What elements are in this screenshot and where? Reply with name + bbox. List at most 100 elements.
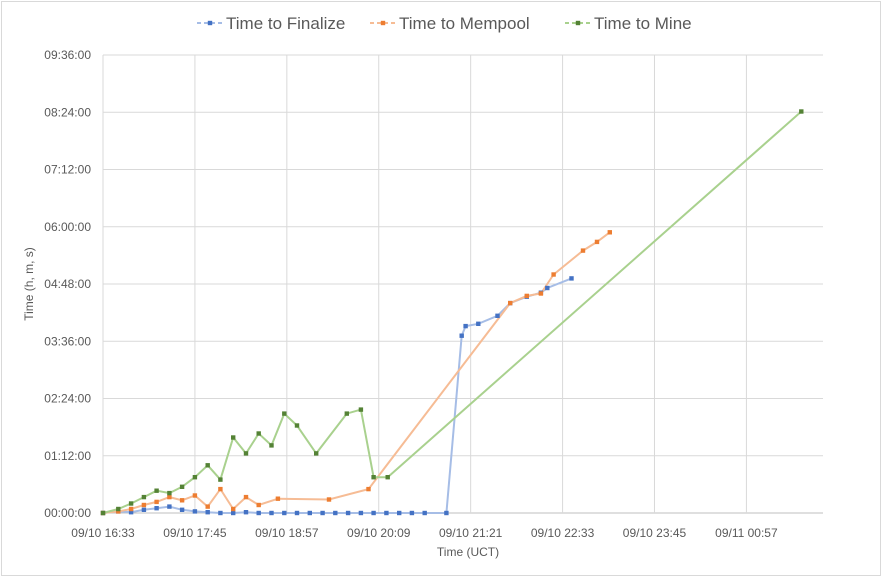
data-point — [256, 510, 261, 516]
data-point — [179, 507, 185, 512]
data-point — [256, 502, 261, 508]
series-line-1 — [102, 231, 611, 514]
data-point — [444, 510, 449, 516]
data-point — [231, 435, 236, 440]
data-point — [205, 510, 210, 515]
data-point — [594, 239, 600, 245]
y-tick-label: 01:12:00 — [44, 449, 91, 463]
data-point — [545, 285, 550, 291]
data-point — [231, 506, 236, 512]
data-point — [384, 510, 389, 516]
data-point — [282, 510, 287, 516]
legend: Time to Finalize Time to Mempool Time to M… — [197, 14, 692, 33]
data-point — [385, 475, 390, 480]
data-point — [218, 486, 223, 492]
y-tick-label: 09:36:00 — [44, 48, 91, 62]
legend-marker — [380, 20, 386, 26]
data-point — [607, 230, 612, 235]
data-point — [333, 510, 338, 516]
data-point — [218, 477, 223, 482]
data-point — [524, 293, 529, 299]
data-point — [314, 451, 319, 456]
data-point — [476, 321, 481, 326]
y-tick-label: 06:00:00 — [44, 220, 91, 234]
data-point — [205, 504, 210, 509]
legend-label: Time to Mempool — [399, 14, 530, 33]
data-point — [128, 501, 134, 506]
data-point — [397, 510, 402, 516]
x-tick-label: 09/10 16:33 — [71, 526, 135, 540]
data-point — [358, 510, 364, 516]
data-point — [141, 494, 147, 500]
data-point — [409, 510, 415, 516]
data-point — [275, 496, 281, 501]
data-point — [154, 499, 159, 505]
data-point — [358, 407, 364, 412]
data-point — [141, 507, 147, 512]
data-point — [326, 497, 332, 502]
series-lines — [102, 110, 802, 514]
y-tick-label: 03:36:00 — [44, 334, 91, 348]
x-tick-label: 09/10 22:33 — [531, 526, 595, 540]
data-point — [269, 443, 274, 448]
data-point — [307, 510, 312, 516]
data-point — [179, 484, 185, 489]
data-point — [205, 463, 210, 468]
x-tick-label: 09/10 17:45 — [163, 526, 227, 540]
data-point — [154, 506, 159, 511]
x-tick-label: 09/10 21:21 — [439, 526, 503, 540]
data-point — [580, 248, 586, 253]
gridlines — [102, 54, 823, 514]
data-point — [167, 490, 172, 496]
legend-marker — [207, 20, 213, 26]
data-point — [569, 276, 574, 281]
data-point — [422, 510, 427, 516]
data-point — [269, 510, 274, 516]
tick-labels: 00:00:00 01:12:00 02:24:00 03:36:00 04:48:00… — [44, 48, 778, 540]
legend-label: Time to Finalize — [226, 14, 345, 33]
data-point — [154, 488, 159, 493]
data-point — [116, 509, 121, 514]
data-point — [243, 510, 249, 515]
data-point — [366, 486, 371, 492]
data-point — [371, 475, 376, 480]
data-point — [256, 431, 261, 436]
data-point — [167, 494, 172, 500]
x-tick-label: 09/10 18:57 — [255, 526, 319, 540]
data-point — [538, 291, 544, 296]
y-tick-label: 00:00:00 — [44, 506, 91, 520]
data-point — [799, 109, 804, 114]
data-point — [128, 506, 134, 512]
data-point — [371, 510, 376, 516]
data-point — [508, 300, 513, 306]
data-point — [345, 510, 351, 516]
data-point — [218, 510, 223, 516]
y-tick-label: 04:48:00 — [44, 277, 91, 291]
data-point — [141, 502, 147, 508]
data-point — [243, 451, 249, 456]
data-point — [459, 333, 464, 338]
data-point — [320, 510, 325, 516]
y-tick-label: 02:24:00 — [44, 392, 91, 406]
data-point — [294, 423, 300, 428]
data-point — [294, 510, 300, 516]
x-axis-title: Time (UCT) — [437, 545, 499, 559]
data-point — [463, 323, 468, 329]
data-point — [167, 504, 172, 509]
y-tick-label: 07:12:00 — [44, 163, 91, 177]
data-point — [344, 411, 349, 416]
series-points — [100, 109, 804, 516]
data-point — [551, 272, 556, 277]
series-line-2 — [102, 110, 802, 514]
data-point — [116, 506, 121, 512]
legend-label: Time to Mine — [594, 14, 692, 33]
x-tick-label: 09/11 00:57 — [715, 526, 778, 540]
data-point — [282, 411, 287, 416]
data-point — [179, 498, 185, 503]
y-axis-title: Time (h, m, s) — [22, 247, 36, 321]
data-point — [192, 509, 198, 514]
data-point — [243, 494, 249, 500]
y-tick-label: 08:24:00 — [44, 105, 91, 119]
